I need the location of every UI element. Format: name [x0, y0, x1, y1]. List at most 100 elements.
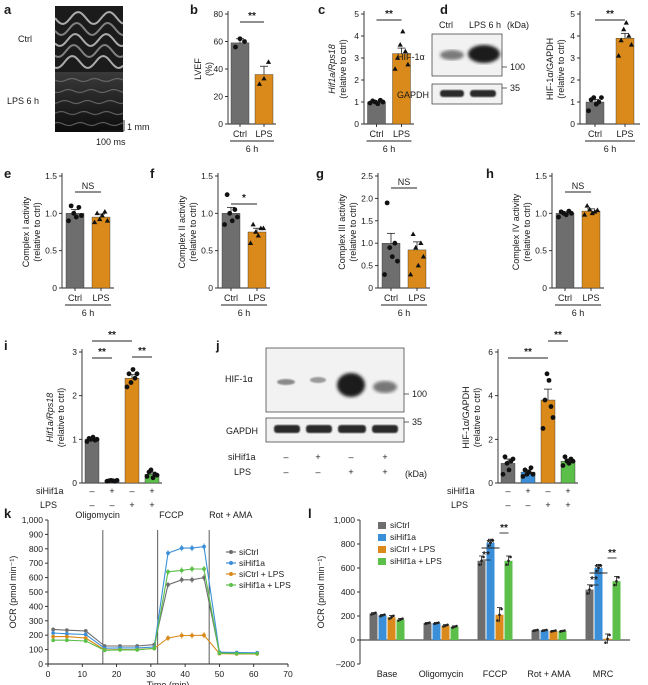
data-point [260, 225, 267, 231]
sign-sihif1a: + [149, 486, 154, 496]
bar [254, 74, 274, 125]
x-tick-label: Ctrl [233, 129, 247, 139]
blot-j-gapdh-band-1 [274, 425, 300, 433]
panel-label-j: j [215, 338, 220, 353]
blot-d-marker-100: 100 [510, 62, 525, 72]
data-point [550, 415, 556, 420]
data-point [413, 244, 419, 250]
y-tick-label: 500 [29, 587, 43, 597]
series-marker [51, 634, 56, 639]
bar [555, 213, 575, 289]
significance-label: NS [398, 177, 411, 187]
bar [612, 581, 621, 640]
y-tick-label: 2.0 [361, 193, 373, 203]
group-label: 6 h [238, 308, 251, 318]
echo-trace-ctrl [54, 10, 124, 70]
data-point [229, 218, 235, 224]
blot-d-gapdh-band-lps [470, 90, 496, 97]
significance-label: ** [554, 330, 562, 341]
significance-label: ** [500, 523, 508, 534]
data-point [256, 81, 263, 86]
panel-g: g 0 0.5 1.0 1.5 2.0 2.5 Complex III activity(re… [316, 166, 430, 318]
legend-marker [229, 561, 233, 565]
data-point [388, 617, 391, 620]
y-tick-label: 0 [350, 635, 355, 645]
panel-label-l: l [308, 506, 312, 521]
data-point [584, 203, 590, 208]
data-point [548, 404, 554, 409]
significance-label: ** [482, 550, 490, 561]
data-point [232, 207, 238, 213]
y-tick-label: 1.5 [535, 171, 547, 181]
y-tick-label: 2 [72, 391, 77, 401]
panel-h: h 0 0.5 1.0 1.5 Complex IV activity(relative … [486, 166, 604, 318]
row-label-sihif1a-j: siHif1a [447, 486, 475, 496]
data-point [68, 203, 74, 209]
y-tick-label: 0 [38, 659, 43, 669]
blot-j-row-sihif1a: siHif1a [228, 452, 256, 462]
blot-j-protein-hif: HIF-1α [225, 374, 253, 384]
y-axis-label: Hif1a/Rps18(relative to ctrl) [327, 39, 348, 99]
legend-marker [229, 550, 233, 554]
data-point [599, 95, 604, 100]
x-axis-label: Time (min) [147, 680, 190, 685]
data-point [546, 377, 552, 383]
group-label: 6 h [383, 144, 396, 154]
data-point [528, 465, 534, 471]
series-marker [64, 638, 69, 643]
bar [230, 42, 250, 125]
y-tick-label: 4 [570, 31, 575, 41]
data-point [130, 367, 136, 372]
data-point [415, 262, 421, 268]
sign-sihif1a: + [565, 486, 570, 496]
legend-marker [229, 583, 233, 587]
data-point [626, 33, 632, 38]
x-tick-label: LPS [582, 293, 599, 303]
data-point [114, 477, 120, 483]
data-point [594, 207, 601, 213]
sign-lps: – [109, 500, 114, 510]
blot-j-band-2 [310, 377, 326, 383]
panel-label-i: i [4, 338, 8, 353]
panel-c: c 0 1 2 3 4 5 Hif1a/Rps18(relative to ctrl) Ctrl… [318, 2, 414, 154]
y-axis-label: Complex IV activity(relative to ctrl) [511, 193, 532, 270]
data-point [581, 212, 588, 217]
y-tick-label: 400 [29, 601, 43, 611]
blot-d-lane-lps: LPS 6 h [469, 20, 501, 30]
bar [247, 231, 267, 289]
y-tick-label: 1,000 [22, 515, 44, 525]
data-point [563, 629, 566, 632]
data-point [536, 628, 539, 632]
y-tick-label: 700 [29, 558, 43, 568]
significance-label: NS [82, 181, 95, 191]
series-marker [83, 632, 88, 637]
panel-e: e 0 0.5 1.0 1.5 Complex I activity(relative t… [4, 166, 114, 318]
legend-swatch [378, 534, 386, 541]
legend-label: siCtrl + LPS [390, 544, 435, 554]
data-point [382, 272, 387, 277]
group-label: 6 h [398, 308, 411, 318]
x-tick-label: 70 [283, 669, 293, 679]
data-point [542, 397, 548, 403]
data-point [543, 629, 546, 632]
data-point [617, 576, 620, 579]
series-marker [51, 627, 56, 632]
data-point [491, 538, 494, 542]
data-point [489, 541, 492, 545]
series-line [53, 568, 258, 655]
y-axis-label: Complex I activity(relative to ctrl) [21, 196, 42, 267]
bar [558, 631, 567, 640]
y-tick-label: 4 [354, 31, 359, 41]
x-tick-label: 60 [249, 669, 259, 679]
y-tick-label: 0 [208, 283, 213, 293]
bar [84, 439, 100, 484]
series-marker [190, 577, 194, 582]
data-point [504, 460, 510, 466]
echo-label-ctrl: Ctrl [18, 34, 32, 44]
blot-d-lane-ctrl: Ctrl [439, 20, 453, 30]
data-point [587, 206, 593, 212]
data-point [379, 614, 382, 618]
series-marker [202, 544, 206, 549]
y-tick-label: 1.5 [201, 171, 213, 181]
y-tick-label: 60 [214, 37, 224, 47]
